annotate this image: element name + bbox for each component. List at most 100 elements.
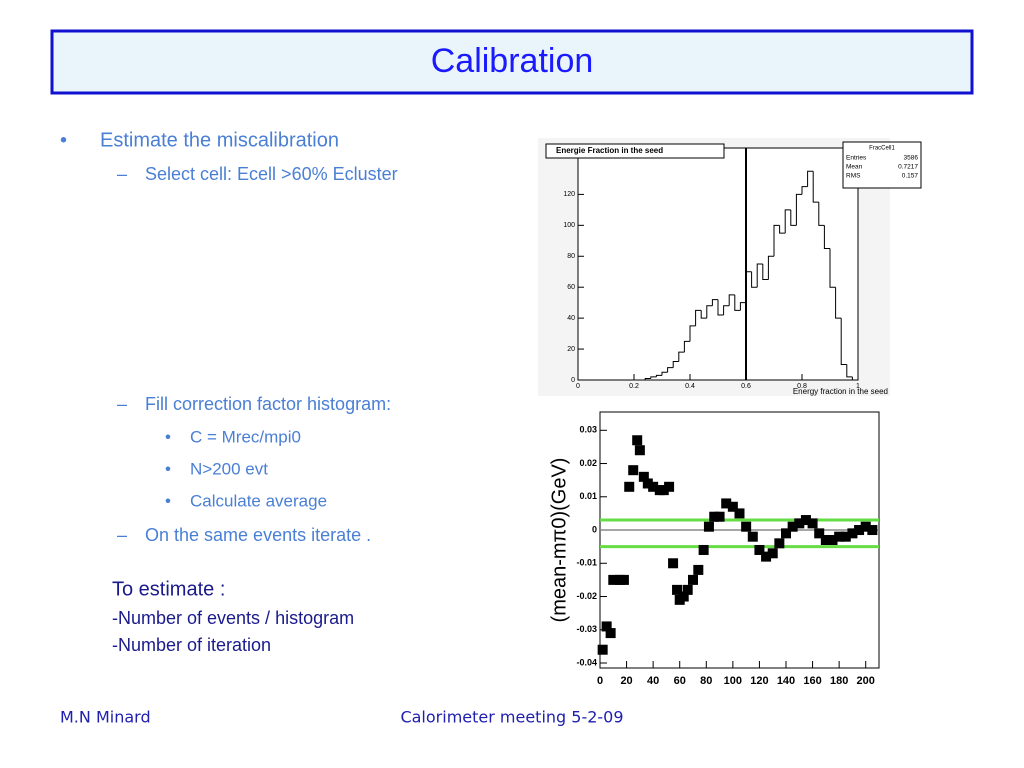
- scatter-point: [814, 528, 825, 539]
- histogram-bin: [762, 264, 769, 280]
- scatter-point: [847, 528, 858, 539]
- bullet-marker: –: [117, 394, 127, 414]
- bullet-marker: •: [165, 459, 171, 478]
- histogram-bin: [667, 367, 674, 373]
- histogram-bin: [851, 376, 858, 381]
- note-text: -Number of iteration: [112, 635, 271, 655]
- chart-title: Energie Fraction in the seed: [556, 146, 663, 155]
- x-tick-label: 1: [856, 383, 860, 390]
- x-tick-label: 0: [576, 383, 580, 390]
- note-text: To estimate :: [112, 578, 225, 600]
- bullet-marker: –: [117, 164, 127, 184]
- x-tick-label: 0.4: [685, 383, 695, 390]
- scatter-point: [648, 481, 659, 492]
- histogram-bin: [728, 294, 735, 306]
- histogram-bin: [767, 255, 774, 280]
- scatter-point: [688, 574, 698, 585]
- scatter-point: [597, 644, 608, 655]
- bullet-text: Fill correction factor histogram:: [145, 394, 391, 414]
- scatter-point: [605, 628, 616, 639]
- histogram-bin: [711, 299, 718, 306]
- scatter-point: [827, 535, 838, 545]
- plot-frame: [577, 147, 859, 381]
- scatter-point: [794, 518, 805, 529]
- scatter-point: [624, 481, 635, 492]
- histogram-bin: [835, 287, 842, 319]
- scatter-point: [820, 535, 831, 545]
- footer-center: Calorimeter meeting 5-2-09: [400, 708, 623, 727]
- y-tick-label: -0.03: [576, 624, 597, 634]
- x-tick-label: 140: [777, 675, 795, 687]
- y-tick-label: 100: [563, 222, 575, 229]
- y-tick-label: 0.03: [579, 425, 597, 435]
- histogram-bin: [795, 193, 802, 226]
- x-tick-label: 80: [700, 675, 712, 687]
- stats-label: RMS: [846, 173, 861, 180]
- histogram-bin: [683, 340, 690, 353]
- histogram-bin: [779, 225, 786, 234]
- scatter-point: [781, 528, 791, 539]
- footer-left: M.N Minard: [60, 708, 151, 727]
- stats-label: Mean: [846, 164, 863, 171]
- scatter-point: [721, 498, 732, 509]
- scatter-point: [668, 558, 679, 569]
- scatter-point: [682, 584, 693, 595]
- histogram-bin: [700, 310, 707, 319]
- slide-title: Calibration: [431, 42, 594, 80]
- x-tick-label: 160: [803, 675, 821, 687]
- histogram-bin: [756, 263, 763, 288]
- x-tick-label: 0.8: [797, 383, 807, 390]
- scatter-point: [741, 521, 752, 532]
- bullet-text: On the same events iterate .: [145, 525, 371, 545]
- title-box: [545, 143, 725, 159]
- scatter-point: [693, 564, 704, 575]
- bullet-marker: •: [165, 491, 171, 510]
- scatter-point: [854, 525, 865, 536]
- histogram-bin: [723, 305, 730, 316]
- stats-box: [842, 141, 922, 189]
- bullet-text: Calculate average: [190, 491, 327, 510]
- histogram-bin: [717, 299, 724, 316]
- y-tick-label: -0.04: [576, 657, 597, 667]
- histogram-bin: [823, 225, 830, 250]
- histogram-bin: [773, 224, 780, 257]
- scatter-point: [642, 478, 653, 489]
- x-tick-label: 0.6: [741, 383, 751, 390]
- scatter-point: [658, 485, 669, 496]
- bullet-marker: •: [60, 129, 67, 151]
- histogram-bin: [672, 360, 679, 368]
- scatter-point: [672, 584, 683, 595]
- scatter-point: [638, 471, 649, 482]
- y-tick-label: 0: [592, 524, 597, 534]
- histogram-bin: [801, 186, 808, 195]
- histogram-bin: [661, 371, 668, 376]
- scatter-point: [774, 538, 785, 549]
- scatter-point: [734, 508, 745, 519]
- bullet-text: Estimate the miscalibration: [100, 129, 339, 151]
- histogram-bin: [689, 325, 696, 342]
- histogram-bin: [734, 294, 741, 311]
- y-tick-label: 20: [567, 346, 575, 353]
- histogram-bin: [846, 364, 853, 378]
- x-tick-label: 0: [597, 675, 603, 687]
- scatter-point: [703, 521, 714, 532]
- scatter-point: [834, 531, 845, 542]
- x-tick-label: 60: [674, 675, 686, 687]
- scatter-point: [714, 511, 725, 522]
- x-tick-label: 180: [830, 675, 848, 687]
- histogram-bin: [706, 305, 713, 319]
- scatter-point: [698, 544, 709, 555]
- title-box: [50, 29, 974, 95]
- scatter-point: [840, 531, 851, 542]
- y-tick-label: -0.02: [576, 591, 597, 601]
- scatter-point: [767, 548, 778, 559]
- bullet-text: C = Mrec/mpi0: [190, 427, 301, 446]
- stats-value: 0.7217: [898, 164, 918, 171]
- scatter-point: [628, 465, 639, 476]
- scatter-point: [754, 544, 765, 555]
- scatter-point: [727, 501, 738, 512]
- histogram-bin: [655, 374, 662, 377]
- scatter-point: [709, 511, 720, 522]
- scatter-point: [807, 518, 818, 529]
